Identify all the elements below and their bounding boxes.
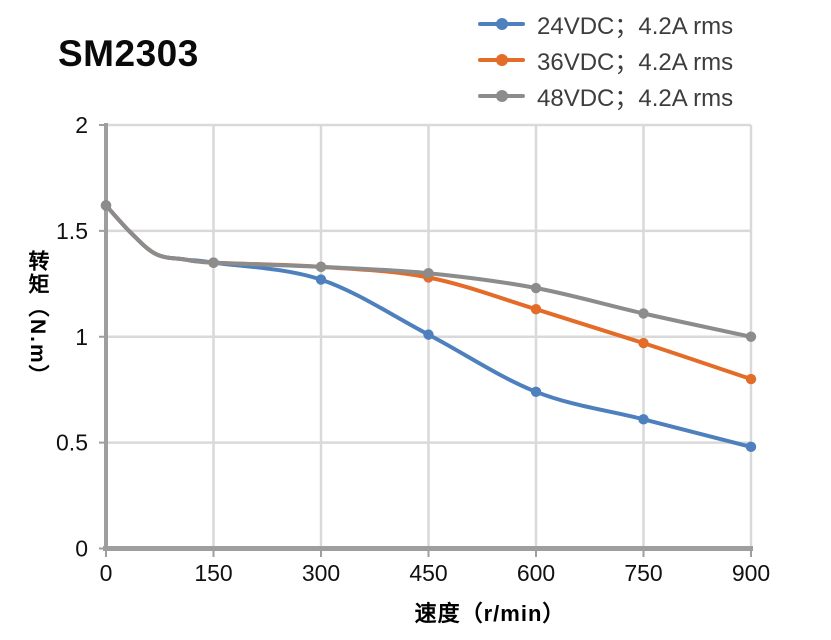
legend-item-24vdc: 24VDC；4.2A rms [478,9,734,40]
x-tick-label: 450 [409,560,447,586]
axes [99,123,753,557]
x-tick-label: 0 [100,560,113,586]
x-tick-label: 900 [732,560,770,586]
x-tick-label: 750 [624,560,662,586]
y-tick-label: 1.5 [56,218,88,244]
data-point-marker [315,261,327,273]
legend-label: 24VDC；4.2A rms [537,13,734,40]
data-point-marker [315,274,327,285]
y-tick-label: 1 [75,324,88,350]
data-point-marker [530,386,542,398]
legend-line-marker-icon [478,89,525,102]
data-point-marker [208,257,219,268]
y-axis-title: 转矩（N.m） [26,250,49,388]
legend-dot-icon [495,53,508,66]
legend-label: 36VDC；4.2A rms [537,49,734,76]
legend-line-marker-icon [478,53,525,66]
data-point-marker [638,337,649,349]
grid-lines [106,123,753,549]
x-axis-spine [103,546,753,551]
legend-dot-icon [495,89,508,102]
series-48vdc [100,200,757,342]
tick-labels: 0 150 300 450 600 750 900 0 0.5 1 1.5 2 [56,112,770,586]
data-point-marker [423,268,434,279]
data-point-marker [423,329,434,340]
legend-label: 48VDC；4.2A rms [537,85,734,112]
y-tick-label: 0 [75,536,88,562]
data-point-marker [530,304,542,315]
data-point-marker [100,200,112,211]
chart-title: SM2303 [58,33,199,74]
data-point-marker [530,282,542,294]
legend-item-48vdc: 48VDC；4.2A rms [478,81,734,112]
legend-item-36vdc: 36VDC；4.2A rms [478,45,734,76]
data-point-marker [745,441,757,453]
data-point-marker [745,331,757,342]
x-tick-label: 300 [302,560,340,586]
x-tick-label: 600 [517,560,555,586]
data-point-marker [638,308,649,319]
x-tick-label: 150 [194,560,232,586]
x-axis-title: 速度（r/min） [414,601,566,626]
y-tick-label: 2 [75,112,88,138]
legend: 24VDC；4.2A rms 36VDC；4.2A rms 48VDC；4.2A r… [478,9,734,112]
legend-line-marker-icon [478,17,525,30]
data-point-marker [745,373,757,385]
y-axis-spine [104,123,108,551]
y-tick-label: 0.5 [56,430,88,456]
legend-dot-icon [495,17,508,30]
data-point-marker [638,414,649,425]
